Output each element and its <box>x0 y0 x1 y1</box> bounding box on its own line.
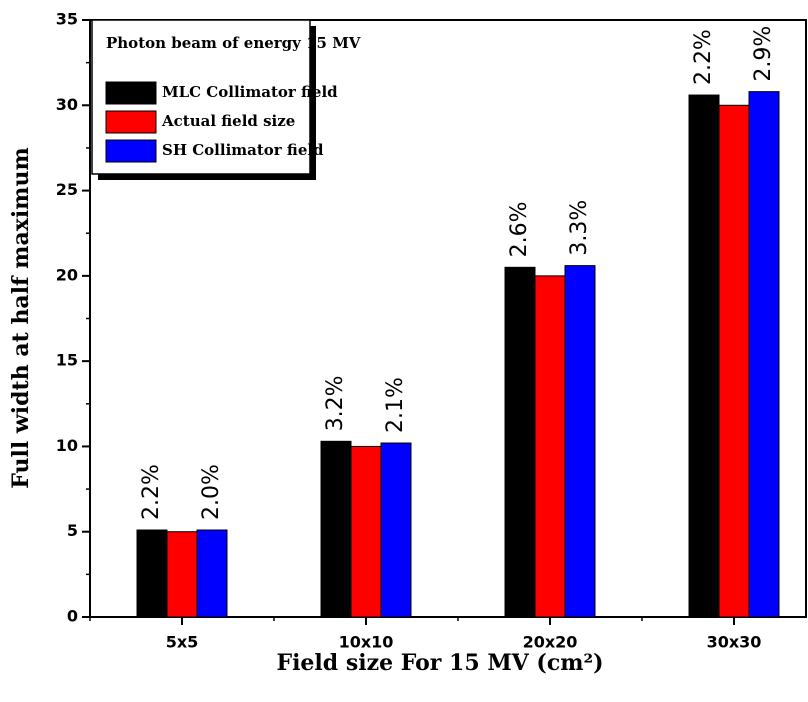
y-tick-label: 5 <box>67 521 78 540</box>
bar <box>351 446 381 617</box>
x-tick-label: 20x20 <box>523 633 578 652</box>
bar <box>535 276 565 617</box>
legend-swatch <box>106 82 156 104</box>
bar <box>167 532 197 617</box>
legend-swatch <box>106 111 156 133</box>
y-tick-label: 35 <box>56 10 78 29</box>
bar <box>505 267 535 617</box>
bar-annotation: 2.1% <box>383 377 408 433</box>
bar-annotation: 3.2% <box>323 375 348 431</box>
bar <box>137 530 167 617</box>
legend-title: Photon beam of energy 15 MV <box>106 34 361 52</box>
bar <box>197 530 227 617</box>
bar <box>381 443 411 617</box>
bar-annotation: 2.2% <box>691 29 716 85</box>
y-tick-label: 15 <box>56 351 78 370</box>
chart: Field size For 15 MV (cm²) Full width at… <box>0 0 808 702</box>
x-tick-label: 30x30 <box>707 633 762 652</box>
x-tick-label: 5x5 <box>166 633 199 652</box>
x-axis-title: Field size For 15 MV (cm²) <box>276 650 603 676</box>
bar-annotation: 2.6% <box>507 201 532 257</box>
legend-label: MLC Collimator field <box>162 83 338 101</box>
bar-annotation: 3.3% <box>567 200 592 256</box>
bar-annotation: 2.2% <box>139 464 164 520</box>
bar <box>749 92 779 617</box>
bar <box>689 95 719 617</box>
legend-label: SH Collimator field <box>162 141 324 159</box>
bar <box>565 266 595 617</box>
y-axis-title: Full width at half maximum <box>8 147 34 488</box>
y-tick-label: 10 <box>56 436 78 455</box>
y-tick-label: 0 <box>67 607 78 626</box>
y-tick-label: 25 <box>56 180 78 199</box>
legend-label: Actual field size <box>161 112 295 130</box>
x-tick-label: 10x10 <box>339 633 394 652</box>
legend: Photon beam of energy 15 MV MLC Collimato… <box>92 20 361 180</box>
bar <box>719 105 749 617</box>
bar <box>321 441 351 617</box>
y-tick-label: 30 <box>56 95 78 114</box>
bar-annotation: 2.0% <box>199 464 224 520</box>
legend-swatch <box>106 140 156 162</box>
y-tick-label: 20 <box>56 265 78 284</box>
bar-annotation: 2.9% <box>751 26 776 82</box>
